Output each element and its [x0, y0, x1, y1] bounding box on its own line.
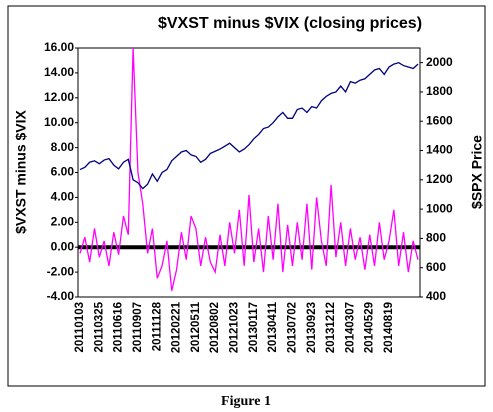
x-tick-label: 20120511 — [190, 301, 202, 352]
y2-tick-label: 2000 — [426, 55, 453, 69]
y-tick-label: 6.00 — [51, 165, 75, 179]
x-tick-label: 20130702 — [286, 302, 298, 353]
y2-tick-label: 1800 — [426, 84, 453, 98]
x-tick-label: 20140307 — [344, 302, 356, 353]
y2-tick-label: 600 — [426, 260, 446, 274]
y2-tick-label: 1600 — [426, 113, 453, 127]
x-tick-label: 20140529 — [364, 302, 376, 353]
x-tick-label: 20130923 — [306, 302, 318, 353]
y2-tick-label: 800 — [426, 231, 446, 245]
x-tick-label: 20111128 — [151, 301, 163, 351]
x-tick-label: 20110616 — [113, 302, 125, 353]
y2-tick-label: 1200 — [426, 172, 453, 186]
y-tick-label: 4.00 — [51, 190, 75, 204]
x-tick-label: 20140819 — [383, 302, 395, 353]
series-line — [79, 47, 419, 291]
y2-axis-label: $SPX Price — [469, 135, 485, 209]
x-tick-label: 20130117 — [248, 302, 260, 353]
x-tick-label: 20110907 — [132, 302, 144, 353]
x-tick-label: 20131212 — [325, 302, 337, 353]
y-tick-label: 0.00 — [51, 239, 75, 253]
x-tick-label: 20130411 — [267, 301, 279, 352]
y-tick-label: 2.00 — [51, 214, 75, 228]
x-tick-label: 20120221 — [171, 301, 183, 353]
figure-caption: Figure 1 — [221, 394, 271, 409]
x-tick-label: 20120802 — [209, 302, 221, 353]
series-line — [79, 61, 419, 190]
x-tick-label: 20110325 — [93, 301, 105, 352]
x-tick-label: 20110103 — [74, 302, 86, 353]
y-axis-label: $VXST minus $VIX — [13, 109, 29, 233]
y-tick-label: -2.00 — [47, 264, 75, 278]
y-tick-label: 12.00 — [44, 90, 74, 104]
y-tick-label: 14.00 — [44, 65, 74, 79]
chart-frame — [7, 5, 486, 387]
x-tick-label: 20121023 — [229, 302, 241, 353]
y2-tick-label: 1000 — [426, 201, 453, 215]
y2-tick-label: 1400 — [426, 143, 453, 157]
y-tick-label: 8.00 — [51, 140, 75, 154]
y-tick-label: 10.00 — [44, 115, 74, 129]
y2-tick-label: 400 — [426, 289, 446, 303]
y-tick-label: 16.00 — [44, 40, 74, 54]
y-tick-label: -4.00 — [47, 289, 75, 303]
chart-title: $VXST minus $VIX (closing prices) — [158, 15, 422, 32]
